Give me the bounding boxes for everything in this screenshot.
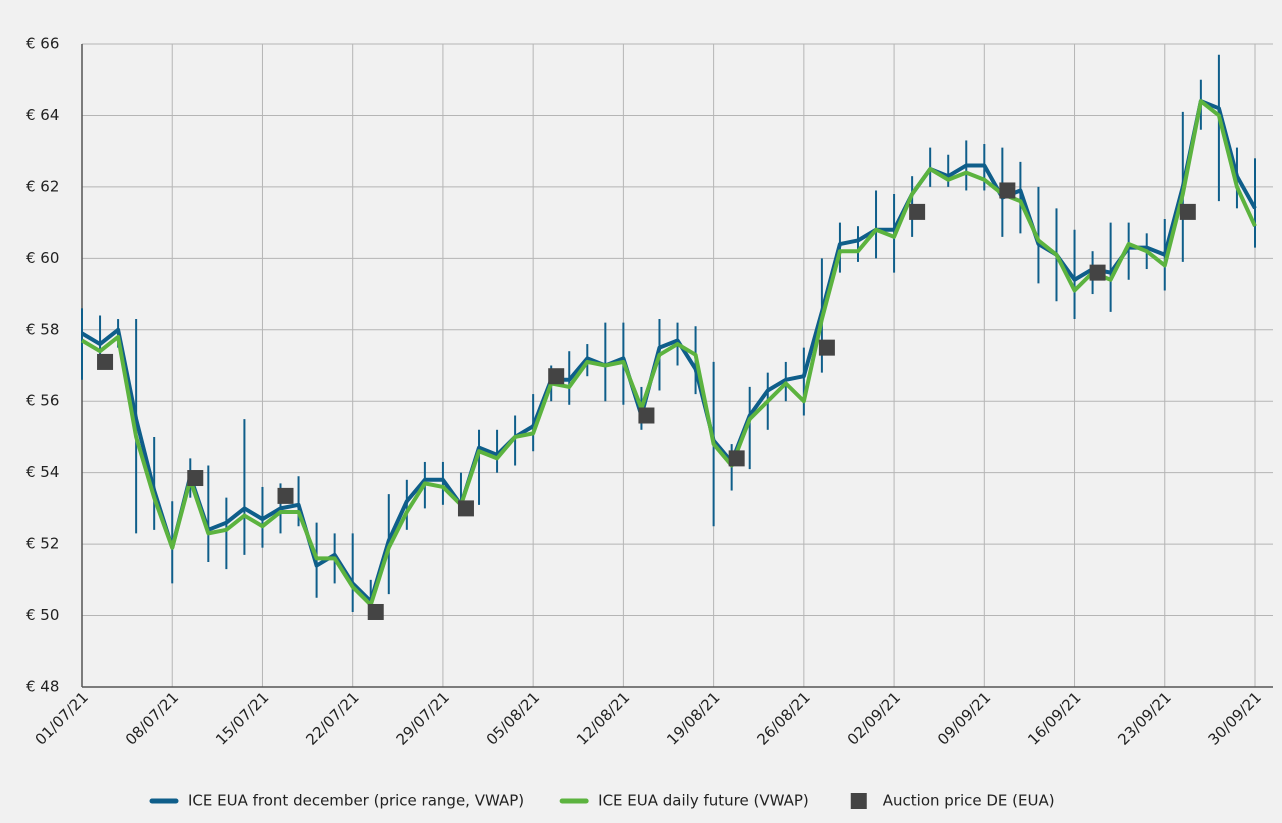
- y-tick-label: € 58: [26, 320, 59, 338]
- legend-label: Auction price DE (EUA): [883, 792, 1055, 810]
- legend-label: ICE EUA daily future (VWAP): [598, 792, 809, 810]
- line: [80, 99, 1257, 607]
- y-tick-label: € 48: [26, 678, 59, 696]
- y-tick-label: € 50: [26, 606, 59, 624]
- y-tick-label: € 66: [26, 35, 59, 53]
- auction-marker: [728, 450, 745, 467]
- auction-marker: [457, 500, 474, 517]
- y-tick-label: € 52: [26, 535, 59, 553]
- y-tick-label: € 60: [26, 249, 59, 267]
- auction-marker: [548, 368, 565, 385]
- y-tick-label: € 54: [26, 463, 59, 481]
- auction-marker: [638, 407, 655, 424]
- y-tick-label: € 64: [26, 106, 59, 124]
- y-tick-label: € 56: [26, 392, 59, 410]
- auction-marker: [999, 182, 1016, 199]
- legend-label: ICE EUA front december (price range, VWA…: [188, 792, 524, 810]
- auction-marker: [367, 603, 384, 620]
- y-tick-label: € 62: [26, 177, 59, 195]
- auction-marker: [1179, 203, 1196, 220]
- auction-marker: [97, 353, 114, 370]
- auction-marker: [187, 470, 204, 487]
- legend-swatch: [850, 793, 867, 809]
- auction-marker: [1089, 264, 1106, 281]
- auction-marker: [909, 203, 926, 220]
- auction-marker: [277, 487, 294, 504]
- auction-marker: [818, 339, 835, 356]
